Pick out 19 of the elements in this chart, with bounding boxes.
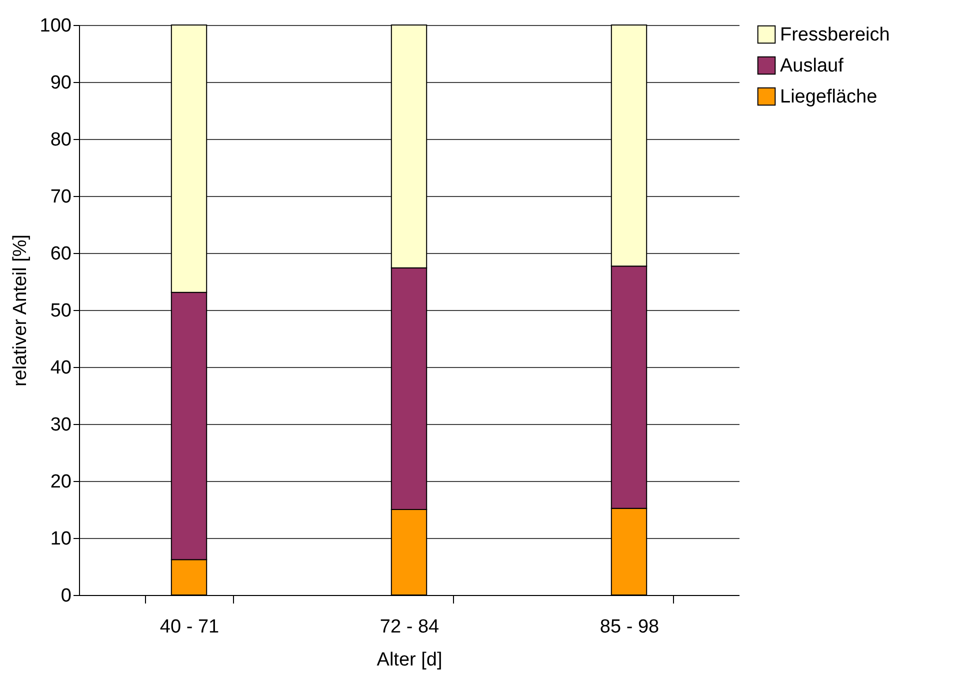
x-tick-label: 85 - 98	[600, 616, 660, 638]
legend-label: Liegefläche	[780, 86, 878, 108]
y-axis-title: relativer Anteil [%]	[10, 234, 31, 387]
y-tick-label: 0	[60, 586, 72, 606]
x-axis-title: Alter [d]	[376, 650, 442, 670]
x-tick-label: 40 - 71	[160, 616, 220, 638]
legend-label: Auslauf	[780, 56, 844, 76]
y-tick-label: 30	[50, 414, 72, 436]
x-tick-label: 72 - 84	[380, 616, 440, 638]
y-tick-label: 100	[40, 16, 72, 36]
y-tick-label: 20	[50, 472, 72, 492]
y-tick-label: 50	[50, 300, 72, 322]
y-tick-label: 60	[50, 244, 72, 264]
y-tick-label: 90	[50, 72, 72, 94]
y-tick-label: 70	[50, 186, 72, 208]
legend-label: Fressbereich	[780, 24, 890, 46]
y-tick-label: 40	[50, 358, 72, 378]
y-tick-label: 10	[50, 528, 72, 550]
y-tick-label: 80	[50, 130, 72, 150]
